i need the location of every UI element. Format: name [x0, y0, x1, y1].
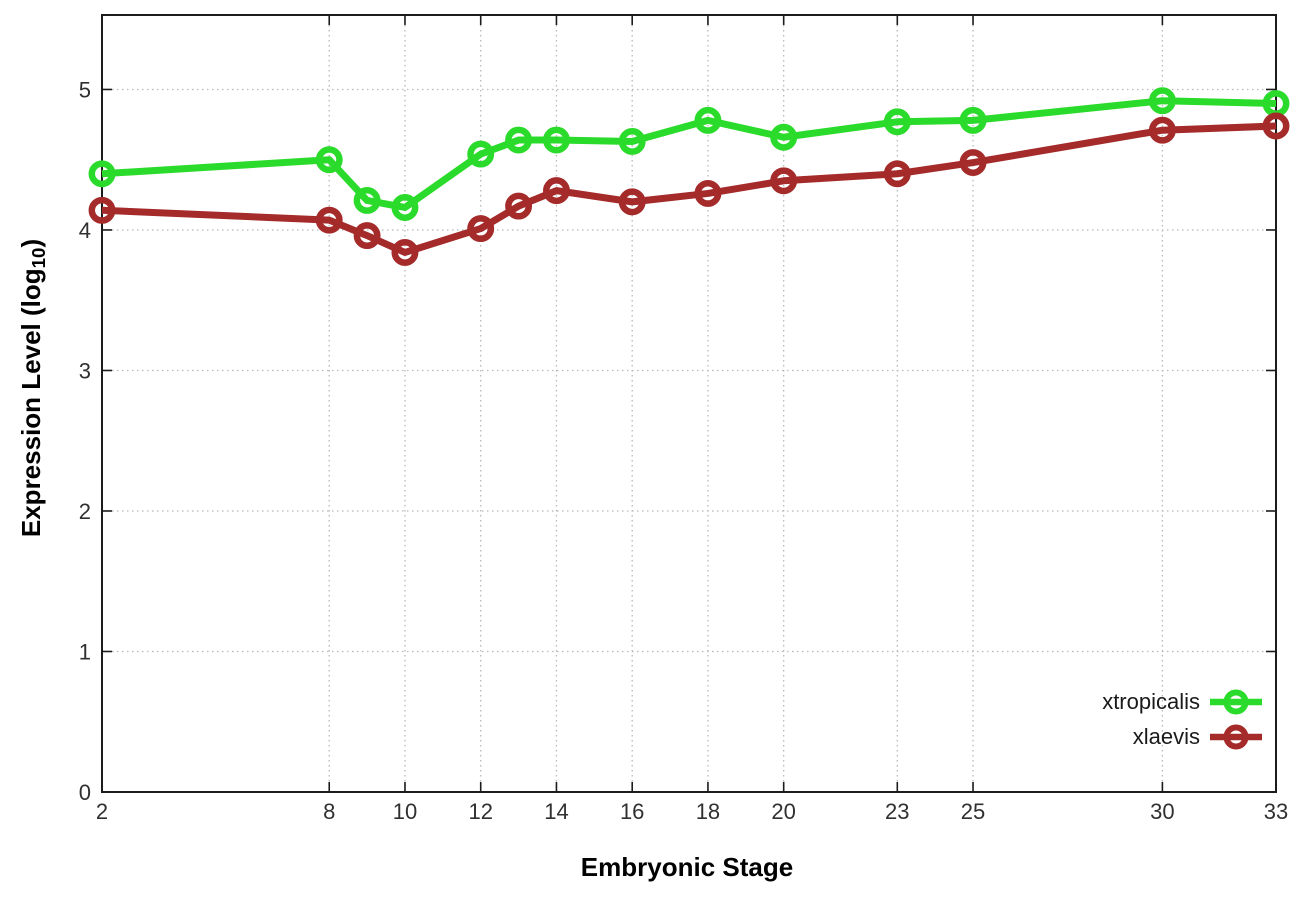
- data-point-xlaevis-33: [1262, 112, 1290, 140]
- data-point-xtropicalis-12: [467, 140, 495, 168]
- legend-sample-svg-xlaevis: [1210, 724, 1262, 749]
- x-tick-label-20: 20: [771, 799, 795, 824]
- data-point-xtropicalis-10: [391, 194, 419, 221]
- data-point-xlaevis-16: [618, 188, 646, 216]
- data-point-xlaevis-20: [770, 167, 798, 195]
- x-tick-label-23: 23: [885, 799, 909, 824]
- data-point-xlaevis-25: [959, 149, 987, 176]
- y-tick-label-5: 5: [79, 77, 91, 102]
- data-point-xtropicalis-20: [770, 123, 798, 151]
- y-tick-label-4: 4: [79, 218, 91, 243]
- data-point-xtropicalis-16: [618, 128, 646, 155]
- y-axis-label-subscript: 10: [28, 247, 50, 269]
- data-point-xlaevis-10: [391, 239, 419, 266]
- legend-sample-svg-xtropicalis: [1210, 689, 1262, 714]
- data-point-xlaevis-9: [353, 222, 381, 250]
- data-point-xtropicalis-8: [315, 146, 343, 174]
- legend: xtropicalis xlaevis: [1102, 684, 1262, 754]
- data-point-xlaevis-8: [315, 206, 343, 234]
- data-point-xtropicalis-2: [88, 160, 116, 188]
- data-point-xlaevis-13: [505, 192, 533, 220]
- x-tick-label-33: 33: [1264, 799, 1288, 824]
- x-axis-label: Embryonic Stage: [580, 852, 794, 882]
- x-tick-label-2: 2: [96, 799, 108, 824]
- plot-border: [101, 14, 1277, 793]
- legend-marker-xtropicalis: [1210, 687, 1262, 717]
- series-line-xlaevis: [101, 122, 1277, 256]
- x-tick-label-14: 14: [544, 799, 568, 824]
- data-point-xlaevis-2: [88, 196, 116, 224]
- x-tick-label-30: 30: [1150, 799, 1174, 824]
- x-tick-label-10: 10: [393, 799, 417, 824]
- x-tick-label-12: 12: [468, 799, 492, 824]
- legend-label-xlaevis: xlaevis: [1132, 723, 1200, 749]
- y-tick-label-2: 2: [79, 499, 91, 524]
- series-line-xtropicalis: [101, 97, 1277, 211]
- y-axis-label: Expression Level (log10): [16, 239, 50, 537]
- x-tick-label-8: 8: [323, 799, 335, 824]
- data-point-xlaevis-12: [467, 215, 495, 243]
- data-point-xtropicalis-30: [1148, 87, 1176, 115]
- y-tick-label-1: 1: [79, 639, 91, 664]
- data-point-xlaevis-23: [883, 160, 911, 188]
- y-axis-label-close: ): [15, 238, 46, 248]
- data-point-xlaevis-18: [694, 179, 722, 207]
- x-tick-label-18: 18: [696, 799, 720, 824]
- x-tick-label-25: 25: [961, 799, 985, 824]
- y-axis-label-text: Expression Level (log: [15, 268, 46, 538]
- y-tick-label-0: 0: [79, 780, 91, 805]
- data-point-xlaevis-30: [1148, 116, 1176, 144]
- data-point-xlaevis-14: [543, 177, 570, 205]
- y-tick-label-3: 3: [79, 358, 91, 383]
- legend-marker-xlaevis: [1210, 722, 1262, 752]
- data-point-xtropicalis-25: [959, 106, 987, 134]
- data-point-xtropicalis-14: [543, 126, 570, 154]
- legend-label-xtropicalis: xtropicalis: [1102, 688, 1200, 714]
- legend-item-xtropicalis: xtropicalis: [1102, 684, 1262, 719]
- legend-sample-circle: [1223, 689, 1249, 714]
- x-tick-label-16: 16: [620, 799, 644, 824]
- data-point-xtropicalis-23: [883, 108, 911, 136]
- data-point-xtropicalis-9: [353, 187, 381, 214]
- data-point-xtropicalis-13: [505, 126, 533, 154]
- legend-sample-circle: [1223, 724, 1249, 749]
- data-point-xtropicalis-18: [694, 106, 722, 134]
- legend-item-xlaevis: xlaevis: [1102, 719, 1262, 754]
